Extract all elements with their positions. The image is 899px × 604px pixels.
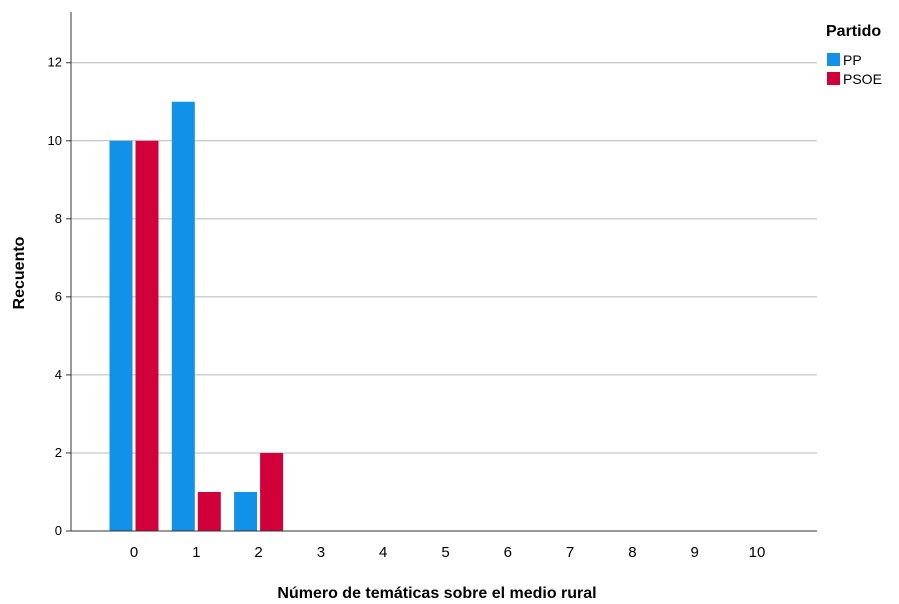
x-tick-label: 5 <box>441 544 449 561</box>
x-tick-label: 4 <box>379 544 387 561</box>
y-tick-label: 6 <box>55 289 62 304</box>
bar-psoe-2 <box>260 452 284 531</box>
bar-psoe-0 <box>135 140 159 532</box>
x-tick-label: 10 <box>749 544 766 561</box>
y-tick-label: 8 <box>55 211 62 226</box>
legend-swatch-psoe <box>827 72 840 85</box>
x-tick-label: 9 <box>691 544 699 561</box>
bars <box>109 101 284 532</box>
legend-label-psoe: PSOE <box>843 71 882 87</box>
bar-pp-0 <box>109 140 133 532</box>
y-tick-label: 2 <box>55 445 62 460</box>
bar-psoe-1 <box>197 491 221 531</box>
x-tick-label: 1 <box>192 544 200 561</box>
x-tick-label: 8 <box>628 544 636 561</box>
gridlines <box>71 62 817 454</box>
legend-label-pp: PP <box>843 52 862 68</box>
x-tick-label: 6 <box>504 544 512 561</box>
x-tick-label: 3 <box>317 544 325 561</box>
bar-pp-2 <box>234 491 258 531</box>
x-tick-labels: 0 1 2 3 4 5 6 7 8 9 10 <box>130 544 766 561</box>
legend-swatch-pp <box>827 53 840 66</box>
axes <box>70 12 817 532</box>
legend-title: Partido <box>826 23 881 40</box>
y-tick-label: 0 <box>55 523 62 538</box>
x-tick-label: 2 <box>254 544 262 561</box>
x-tick-label: 0 <box>130 544 138 561</box>
legend: Partido PP PSOE <box>826 23 882 87</box>
y-tick-label: 4 <box>55 367 62 382</box>
y-tick-labels: 0 2 4 6 8 10 12 <box>48 55 71 538</box>
y-tick-label: 10 <box>48 133 62 148</box>
bar-pp-1 <box>171 101 195 531</box>
x-axis-label: Número de temáticas sobre el medio rural <box>277 585 596 602</box>
x-tick-label: 7 <box>566 544 574 561</box>
y-tick-label: 12 <box>48 55 62 70</box>
y-axis-label: Recuento <box>11 236 28 309</box>
